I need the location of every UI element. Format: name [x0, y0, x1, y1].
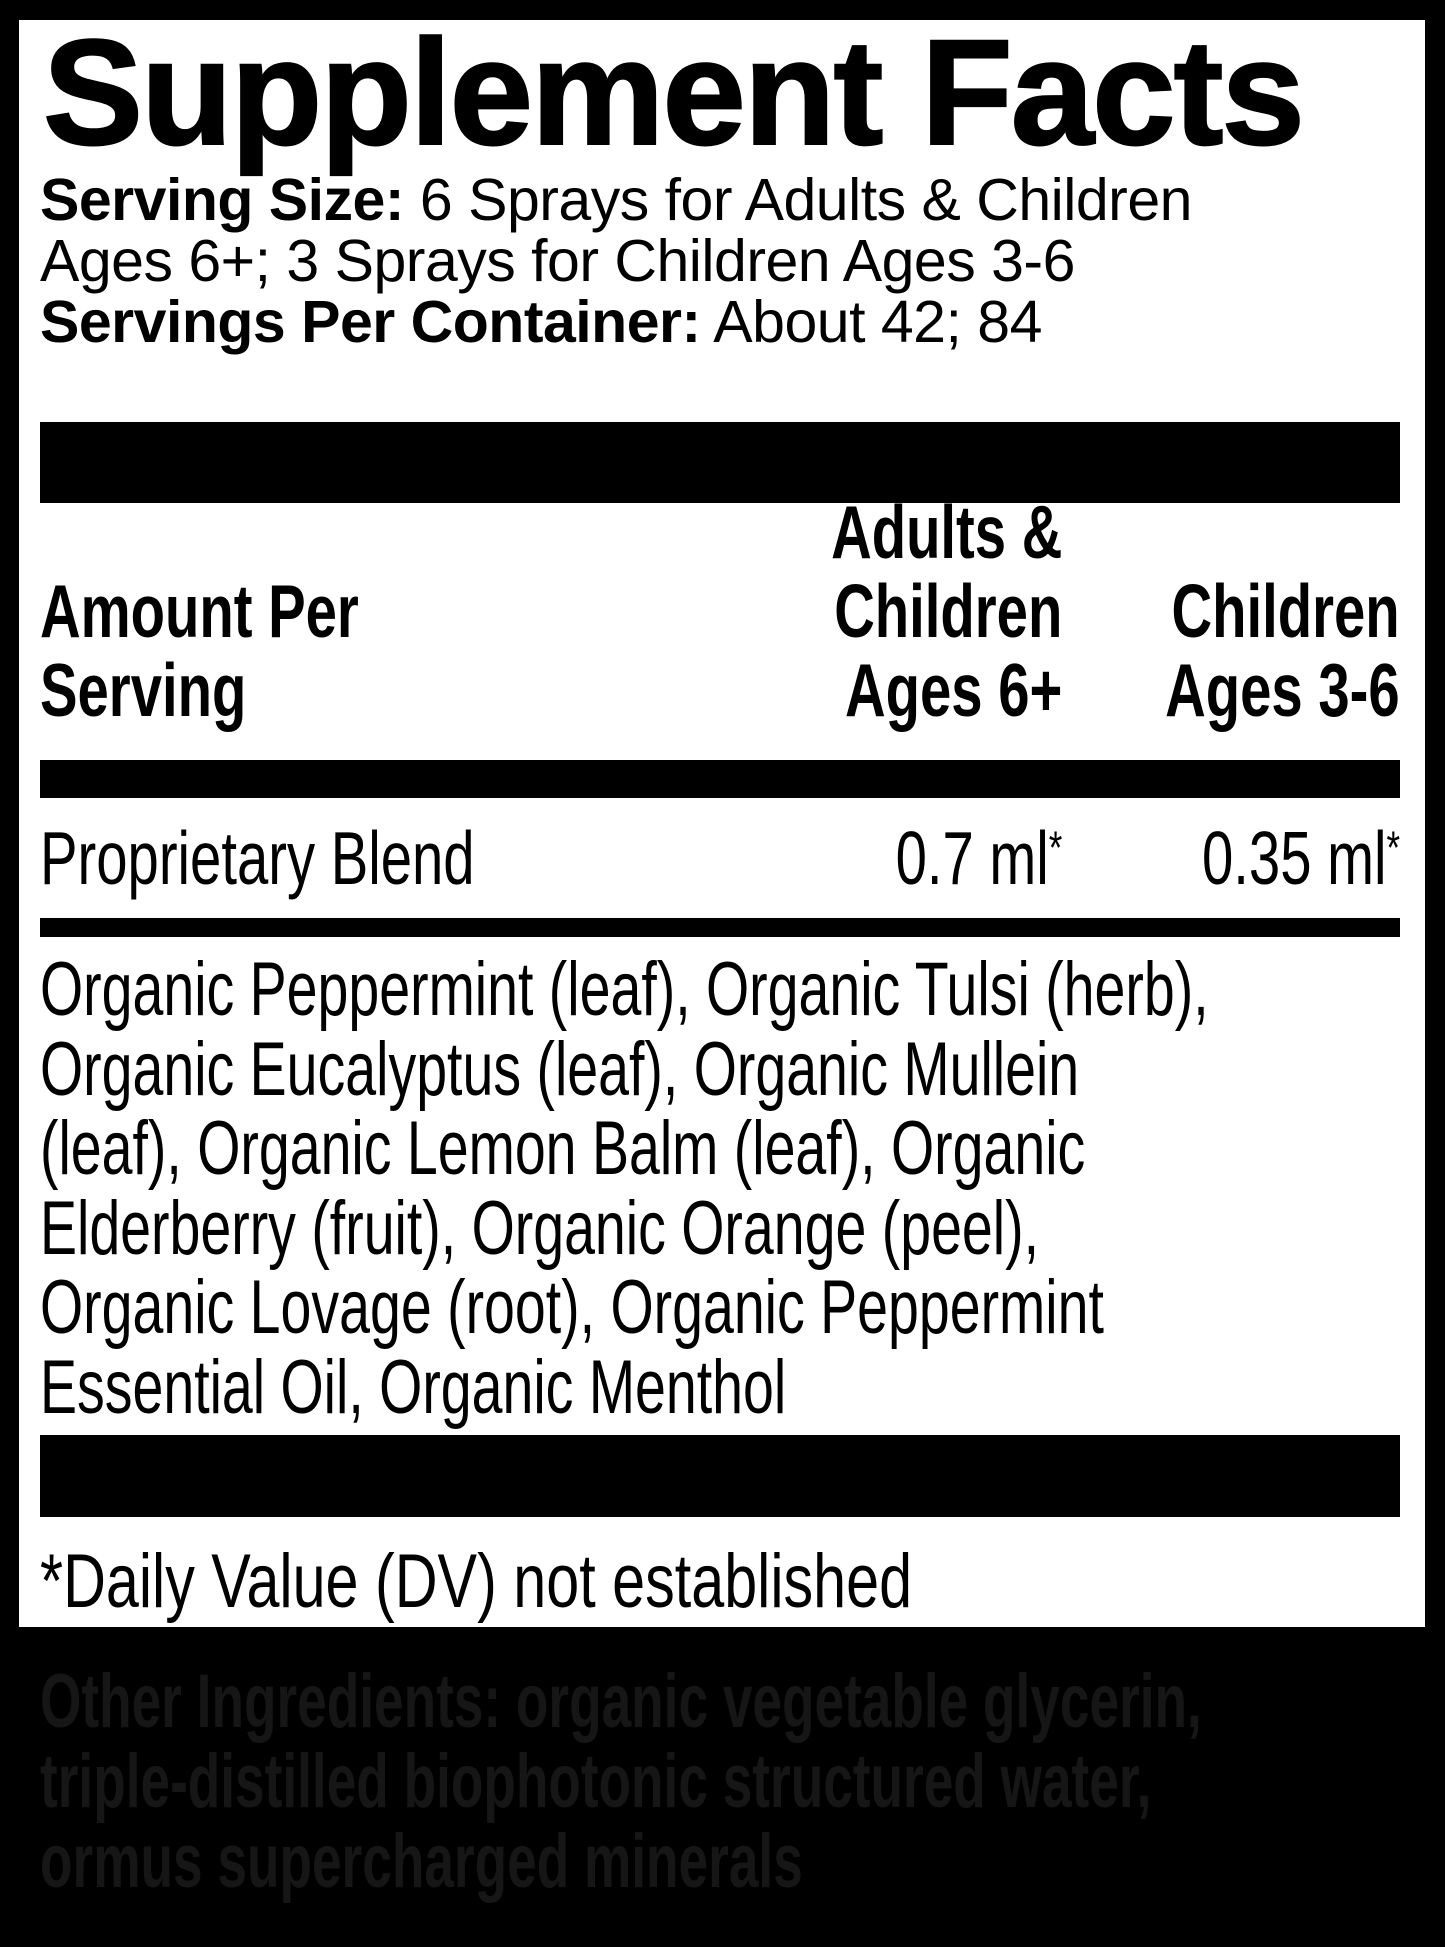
other-ingredients-line: ormus supercharged minerals: [40, 1819, 803, 1904]
amount-adults-value: 0.7 ml: [895, 816, 1049, 900]
serving-size-label: Serving Size:: [40, 167, 405, 233]
header-children-3-6: Children Ages 3-6: [1166, 572, 1400, 730]
serving-size-line-1: Serving Size: 6 Sprays for Adults & Chil…: [40, 170, 1410, 231]
divider-bar-medium: [40, 760, 1400, 798]
blend-ingredients-line: (leaf), Organic Lemon Balm (leaf), Organ…: [40, 1106, 1086, 1191]
servings-per-container-label: Servings Per Container:: [40, 289, 701, 355]
header-col2-line-2: Children: [833, 569, 1062, 653]
amount-children-dv-asterisk: *: [1386, 821, 1400, 874]
header-amount-per-serving: Amount Per Serving: [40, 572, 359, 730]
blend-ingredients-line: Elderberry (fruit), Organic Orange (peel…: [40, 1185, 1039, 1271]
amount-adults: 0.7 ml*: [895, 815, 1062, 901]
amount-children: 0.35 ml*: [1202, 815, 1400, 901]
servings-per-container-value: About 42; 84: [700, 289, 1042, 355]
header-col2-line-1: Adults &: [830, 490, 1062, 574]
header-amount-per-serving-line-2: Serving: [40, 648, 247, 732]
serving-size-value-part1: 6 Sprays for Adults & Children: [404, 167, 1193, 233]
other-ingredients-line: Other Ingredients: organic vegetable gly…: [40, 1659, 1202, 1744]
header-adults-children-6plus: Adults & Children Ages 6+: [831, 493, 1062, 730]
table-header-row: Amount Per Serving Adults & Children Age…: [40, 493, 1400, 730]
blend-ingredients-line: Organic Peppermint (leaf), Organic Tulsi…: [40, 947, 1209, 1032]
other-ingredients-line: triple-distilled biophotonic structured …: [40, 1739, 1152, 1824]
other-ingredients: Other Ingredients: organic vegetable gly…: [40, 1662, 1440, 1902]
ingredient-name: Proprietary Blend: [40, 816, 475, 900]
blend-ingredients-list: Organic Peppermint (leaf), Organic Tulsi…: [40, 950, 1400, 1427]
panel-title: Supplement Facts: [42, 20, 1306, 177]
daily-value-footnote: *Daily Value (DV) not established: [40, 1539, 913, 1624]
divider-bar-thick-top: [40, 422, 1400, 503]
blend-ingredients-line: Organic Lovage (root), Organic Peppermin…: [40, 1265, 1104, 1350]
blend-ingredients-line: Essential Oil, Organic Menthol: [40, 1344, 787, 1430]
supplement-facts-panel: Supplement Facts Serving Size: 6 Sprays …: [19, 20, 1425, 1627]
header-amount-per-serving-line-1: Amount Per: [40, 569, 359, 653]
header-col3-line-2: Ages 3-6: [1165, 648, 1400, 732]
header-col3-line-1: Children: [1171, 569, 1400, 653]
table-row-proprietary-blend: Proprietary Blend 0.7 ml* 0.35 ml*: [40, 798, 1400, 918]
amount-adults-dv-asterisk: *: [1048, 821, 1062, 874]
amount-children-value: 0.35 ml: [1201, 816, 1387, 900]
blend-ingredients-line: Organic Eucalyptus (leaf), Organic Mulle…: [40, 1026, 1080, 1112]
serving-info: Serving Size: 6 Sprays for Adults & Chil…: [40, 170, 1410, 353]
divider-bar-thick-bottom: [40, 1435, 1400, 1517]
divider-bar-thin: [40, 918, 1400, 937]
serving-size-line-2: Ages 6+; 3 Sprays for Children Ages 3-6: [40, 228, 1075, 294]
header-col2-line-3: Ages 6+: [844, 648, 1062, 732]
servings-per-container-line: Servings Per Container: About 42; 84: [40, 292, 1410, 353]
